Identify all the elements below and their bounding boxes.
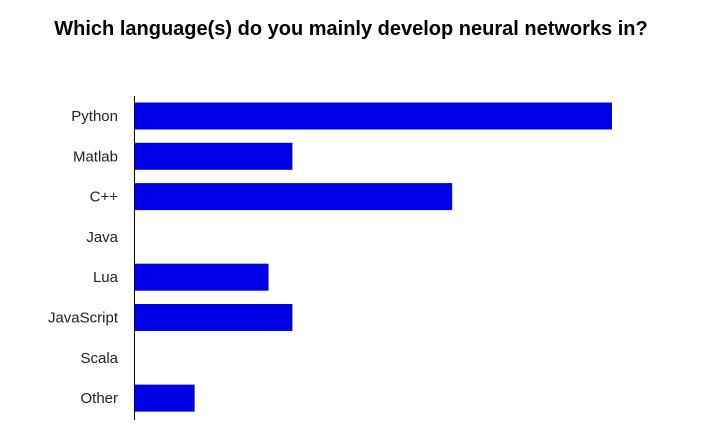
category-label-java: Java	[86, 229, 118, 246]
chart-title: Which language(s) do you mainly develop …	[54, 18, 648, 40]
bars-layer	[135, 102, 612, 412]
category-label-python: Python	[71, 108, 118, 125]
category-label-other: Other	[80, 390, 118, 407]
category-label-scala: Scala	[80, 350, 118, 367]
bar-cpp	[135, 183, 453, 211]
bar-javascript	[135, 304, 293, 331]
bar-python	[135, 102, 612, 130]
category-label-javascript: JavaScript	[48, 310, 119, 327]
bar-other	[135, 384, 195, 412]
bar-matlab	[135, 142, 293, 170]
category-labels: Python Matlab C++ Java Lua JavaScript Scala Oth…	[48, 108, 119, 407]
category-label-matlab: Matlab	[73, 148, 118, 165]
category-label-cpp: C++	[90, 189, 119, 206]
category-label-lua: Lua	[93, 269, 119, 286]
bar-lua	[135, 263, 269, 291]
